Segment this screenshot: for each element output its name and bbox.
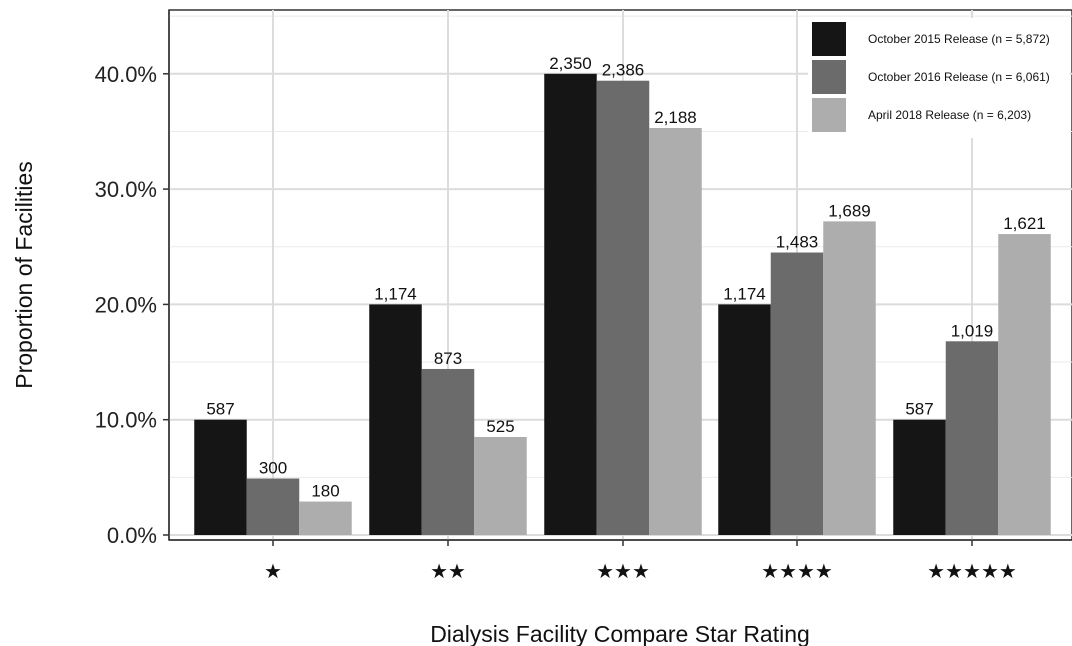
bar xyxy=(893,419,946,535)
x-tick-label: ★★★ xyxy=(596,559,650,583)
data-label: 2,386 xyxy=(602,61,645,80)
data-label: 1,689 xyxy=(828,201,871,220)
bar xyxy=(369,304,422,535)
data-label: 1,174 xyxy=(374,284,417,303)
data-label: 1,019 xyxy=(951,321,994,340)
y-tick-label: 40.0% xyxy=(95,62,157,87)
legend-swatch xyxy=(812,22,846,56)
y-tick-label: 30.0% xyxy=(95,177,157,202)
data-label: 1,483 xyxy=(776,233,819,252)
bar xyxy=(718,304,771,535)
x-tick-label: ★★ xyxy=(430,559,466,583)
x-tick-label: ★★★★★ xyxy=(927,559,1017,583)
legend-swatch xyxy=(812,60,846,94)
data-label: 587 xyxy=(206,400,234,419)
bar xyxy=(299,501,352,535)
y-tick-label: 0.0% xyxy=(107,523,157,548)
y-tick-label: 20.0% xyxy=(95,292,157,317)
bars-layer xyxy=(194,73,1051,536)
legend-label: April 2018 Release (n = 6,203) xyxy=(868,108,1031,122)
bar xyxy=(945,341,999,535)
bar xyxy=(596,80,650,535)
data-label: 2,188 xyxy=(654,108,697,127)
legend-background xyxy=(808,18,1070,138)
data-label: 180 xyxy=(311,482,339,501)
x-axis-title: Dialysis Facility Compare Star Rating xyxy=(430,621,810,646)
y-tick-label: 10.0% xyxy=(95,408,157,433)
bar xyxy=(770,252,824,535)
bar xyxy=(246,478,300,535)
legend-label: October 2016 Release (n = 6,061) xyxy=(868,70,1050,84)
data-label: 1,621 xyxy=(1003,214,1046,233)
bar xyxy=(474,436,527,535)
x-tick-label: ★★★★ xyxy=(761,559,833,583)
data-label: 587 xyxy=(905,400,933,419)
legend-label: October 2015 Release (n = 5,872) xyxy=(868,32,1050,46)
data-label: 2,350 xyxy=(549,54,592,73)
bar xyxy=(823,221,876,535)
x-tick-label: ★ xyxy=(264,559,282,583)
axes-layer: 0.0%10.0%20.0%30.0%40.0%★ ★★ ★★★ ★★★★ ★★★★★ xyxy=(95,10,1072,583)
legend-swatch xyxy=(812,98,846,132)
y-axis-title: Proportion of Facilities xyxy=(11,161,37,389)
bar xyxy=(649,127,702,535)
bar xyxy=(998,234,1051,535)
bar xyxy=(421,368,475,535)
data-label: 873 xyxy=(434,349,462,368)
data-label: 525 xyxy=(486,417,514,436)
bar xyxy=(194,419,247,535)
data-label: 1,174 xyxy=(723,284,766,303)
bar xyxy=(544,73,597,536)
data-labels-layer: 587 1,174 2,350 1,174 587 300 873 2,386 1,483 1,0… xyxy=(206,54,1045,501)
legend: October 2015 Release (n = 5,872) October … xyxy=(808,18,1070,138)
data-label: 300 xyxy=(259,459,287,478)
